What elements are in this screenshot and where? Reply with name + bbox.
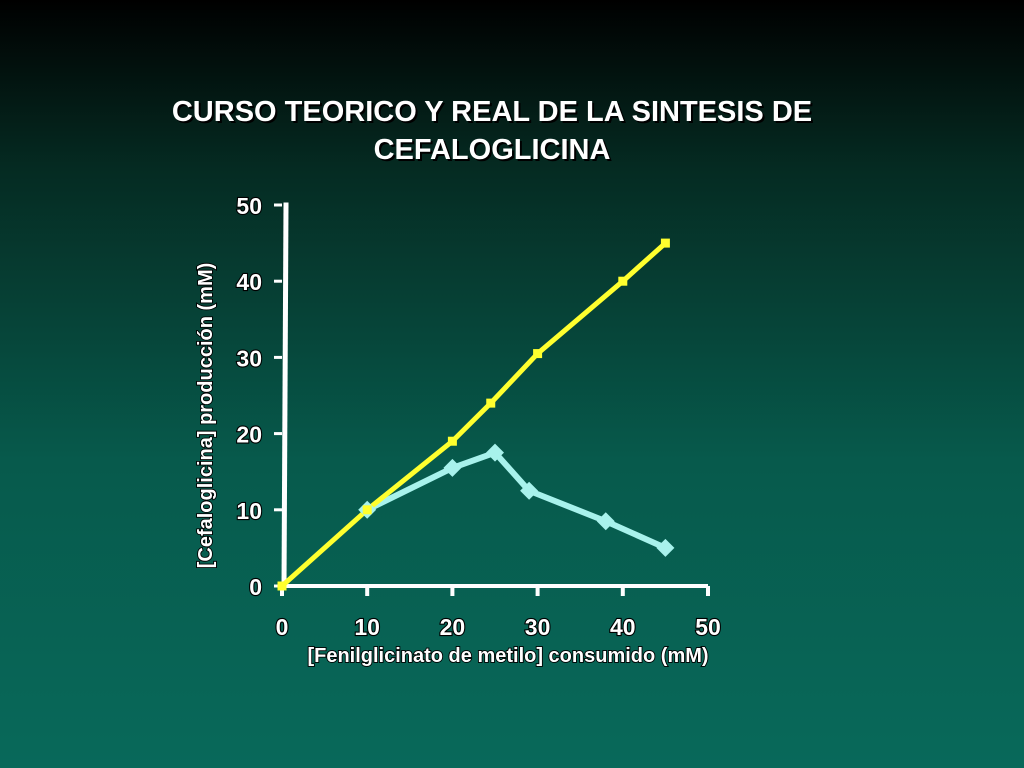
axis-labels: [Fenilglicinato de metilo] consumido (mM… [194, 262, 709, 668]
y-tick-label: 50 [236, 193, 262, 219]
ticks: 0 10 20 30 40 50 0 10 20 30 40 50 [235, 192, 722, 641]
series-2-point [520, 481, 539, 500]
series-2-point [656, 538, 675, 557]
y-tick-label: 40 [236, 269, 262, 295]
chart-title-line-2: CEFALOGLICINA [373, 134, 611, 166]
series-lines [280, 241, 668, 588]
x-tick-label: 50 [695, 614, 721, 640]
series-1-point [533, 349, 543, 359]
y-axis-line [281, 202, 289, 589]
series-1-point [447, 436, 457, 446]
series-1-line [280, 241, 668, 588]
series-markers [277, 238, 675, 591]
series-1-point [618, 276, 628, 286]
series-2-point [486, 443, 504, 462]
x-tick-label: 40 [610, 614, 636, 640]
x-tick-label: 20 [440, 614, 466, 640]
x-axis-label: [Fenilglicinato de metilo] consumido (mM… [307, 645, 708, 667]
chart-title: CURSO TEORICO Y REAL DE LA SINTESIS DE C… [0, 93, 984, 169]
y-tick-label: 30 [236, 345, 262, 371]
series-1-point [486, 398, 496, 408]
series-2-point [596, 512, 615, 531]
chart-title-line-1: CURSO TEORICO Y REAL DE LA SINTESIS DE [171, 96, 813, 128]
series-1-point [277, 581, 287, 591]
series-1-point [362, 505, 372, 515]
y-axis-label: [Cefaloglicina] producción (mM) [195, 263, 217, 569]
y-tick-label: 0 [249, 574, 262, 600]
x-tick-label: 30 [525, 614, 551, 640]
series-2-point [443, 458, 462, 477]
series-1-point [660, 238, 670, 248]
y-tick-label: 20 [236, 422, 262, 448]
axes [281, 202, 708, 589]
y-tick-label: 10 [236, 498, 262, 524]
series-2-line [365, 449, 667, 551]
x-tick-label: 0 [276, 614, 289, 640]
x-tick-label: 10 [354, 614, 380, 640]
